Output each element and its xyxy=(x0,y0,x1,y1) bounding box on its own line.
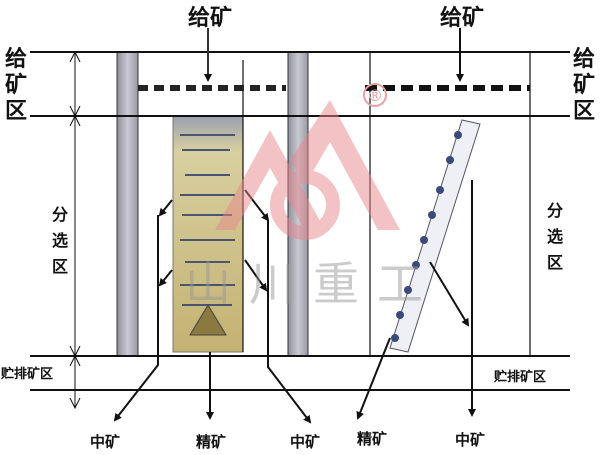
output-labels: 中矿 精矿 中矿 精矿 中矿 xyxy=(90,430,485,451)
feed-label-top-left: 给矿 xyxy=(188,5,232,31)
svg-text:矿: 矿 xyxy=(5,72,27,98)
svg-text:给: 给 xyxy=(5,46,27,72)
left-wall-column xyxy=(116,51,139,357)
feed-zone-label-left: 给 矿 区 xyxy=(5,46,27,124)
output-concentrate-2: 精矿 xyxy=(357,430,387,448)
svg-text:区: 区 xyxy=(52,257,68,276)
watermark-logo: 山川重工 xyxy=(185,100,441,311)
svg-text:矿: 矿 xyxy=(573,72,595,98)
svg-text:选: 选 xyxy=(547,227,563,246)
output-concentrate-1: 精矿 xyxy=(196,433,226,451)
svg-text:分: 分 xyxy=(547,201,563,220)
separation-zone-label-right: 分 选 区 xyxy=(547,201,563,272)
discharge-zone-label-left: 贮排矿区 xyxy=(0,366,53,382)
registered-mark-icon xyxy=(363,83,387,107)
registered-mark: ® xyxy=(367,86,383,105)
lamella-panel xyxy=(172,115,244,353)
separation-zone-label-left: 分 选 区 xyxy=(52,205,68,276)
svg-text:分: 分 xyxy=(52,205,68,224)
svg-text:区: 区 xyxy=(547,253,563,272)
output-middlings-1: 中矿 xyxy=(90,433,120,451)
svg-text:选: 选 xyxy=(52,231,68,250)
zone-lines xyxy=(30,51,570,391)
watermark-text: 山川重工 xyxy=(185,257,441,311)
svg-text:区: 区 xyxy=(5,99,27,124)
discharge-zone-label-right: 贮排矿区 xyxy=(493,369,546,385)
svg-text:区: 区 xyxy=(573,99,595,124)
svg-text:给: 给 xyxy=(573,46,595,72)
output-middlings-2: 中矿 xyxy=(290,433,320,451)
flow-arrows xyxy=(113,180,476,424)
feed-zone-label-right: 给 矿 区 xyxy=(573,46,595,124)
dimension-line xyxy=(69,50,81,410)
inclined-plate xyxy=(389,119,481,353)
output-middlings-3: 中矿 xyxy=(455,431,485,449)
feed-label-top-right: 给矿 xyxy=(440,5,484,31)
